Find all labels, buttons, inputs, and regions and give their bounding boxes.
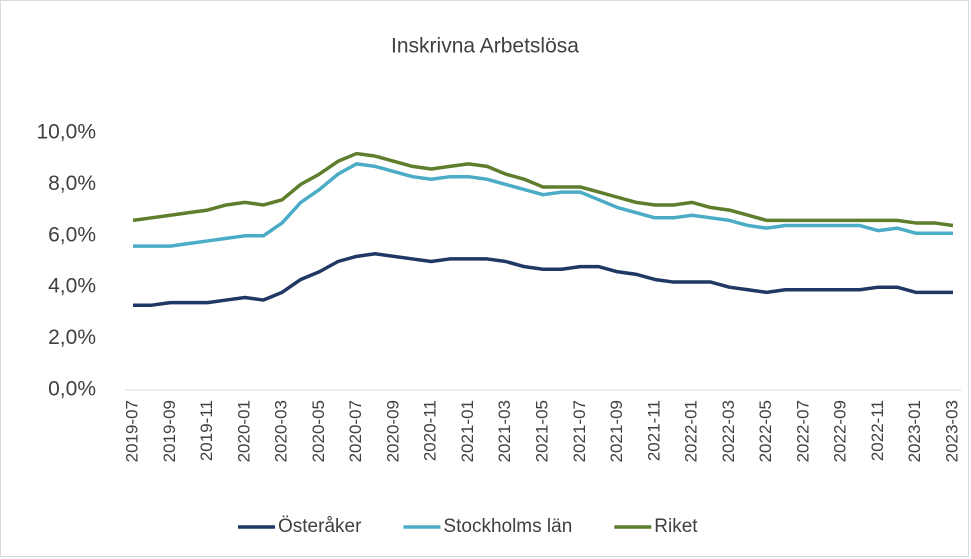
x-tick-label: 2020-05	[309, 400, 328, 462]
y-tick-label: 4,0%	[48, 275, 96, 298]
x-tick-label: 2022-09	[831, 400, 850, 462]
x-tick-label: 2020-01	[234, 400, 253, 462]
x-tick-label: 2022-05	[756, 400, 775, 462]
x-tick-label: 2019-11	[197, 400, 216, 461]
x-tick-label: 2021-05	[532, 400, 551, 462]
y-tick-label: 2,0%	[48, 326, 96, 349]
x-tick-label: 2020-11	[421, 400, 440, 461]
x-tick-label: 2023-03	[942, 400, 961, 462]
x-tick-label: 2022-01	[682, 400, 701, 462]
x-tick-label: 2020-09	[383, 400, 402, 462]
legend-label: Stockholms län	[443, 516, 572, 537]
x-tick-label: 2023-01	[905, 400, 924, 462]
x-tick-label: 2020-03	[272, 400, 291, 462]
x-tick-label: 2021-01	[458, 400, 477, 462]
x-tick-label: 2022-11	[868, 400, 887, 461]
x-tick-label: 2021-07	[570, 400, 589, 462]
line-series	[132, 151, 954, 228]
x-tick-label: 2022-07	[793, 400, 812, 462]
y-tick-label: 8,0%	[48, 172, 96, 195]
x-tick-label: 2019-07	[122, 400, 141, 462]
chart-title: Inskrivna Arbetslösa	[391, 35, 579, 58]
legend-label: Österåker	[278, 516, 362, 537]
x-tick-label: 2020-07	[346, 400, 365, 462]
line-series	[133, 162, 953, 248]
line-series	[133, 252, 953, 307]
y-tick-label: 10,0%	[36, 121, 96, 144]
y-tick-label: 6,0%	[48, 223, 96, 246]
y-tick-label: 0,0%	[48, 378, 96, 401]
x-tick-label: 2021-09	[607, 400, 626, 462]
legend-label: Riket	[654, 516, 698, 537]
x-tick-label: 2021-03	[495, 400, 514, 462]
x-tick-label: 2021-11	[644, 400, 663, 461]
x-tick-label: 2022-03	[719, 400, 738, 462]
x-tick-label: 2019-09	[160, 400, 179, 462]
